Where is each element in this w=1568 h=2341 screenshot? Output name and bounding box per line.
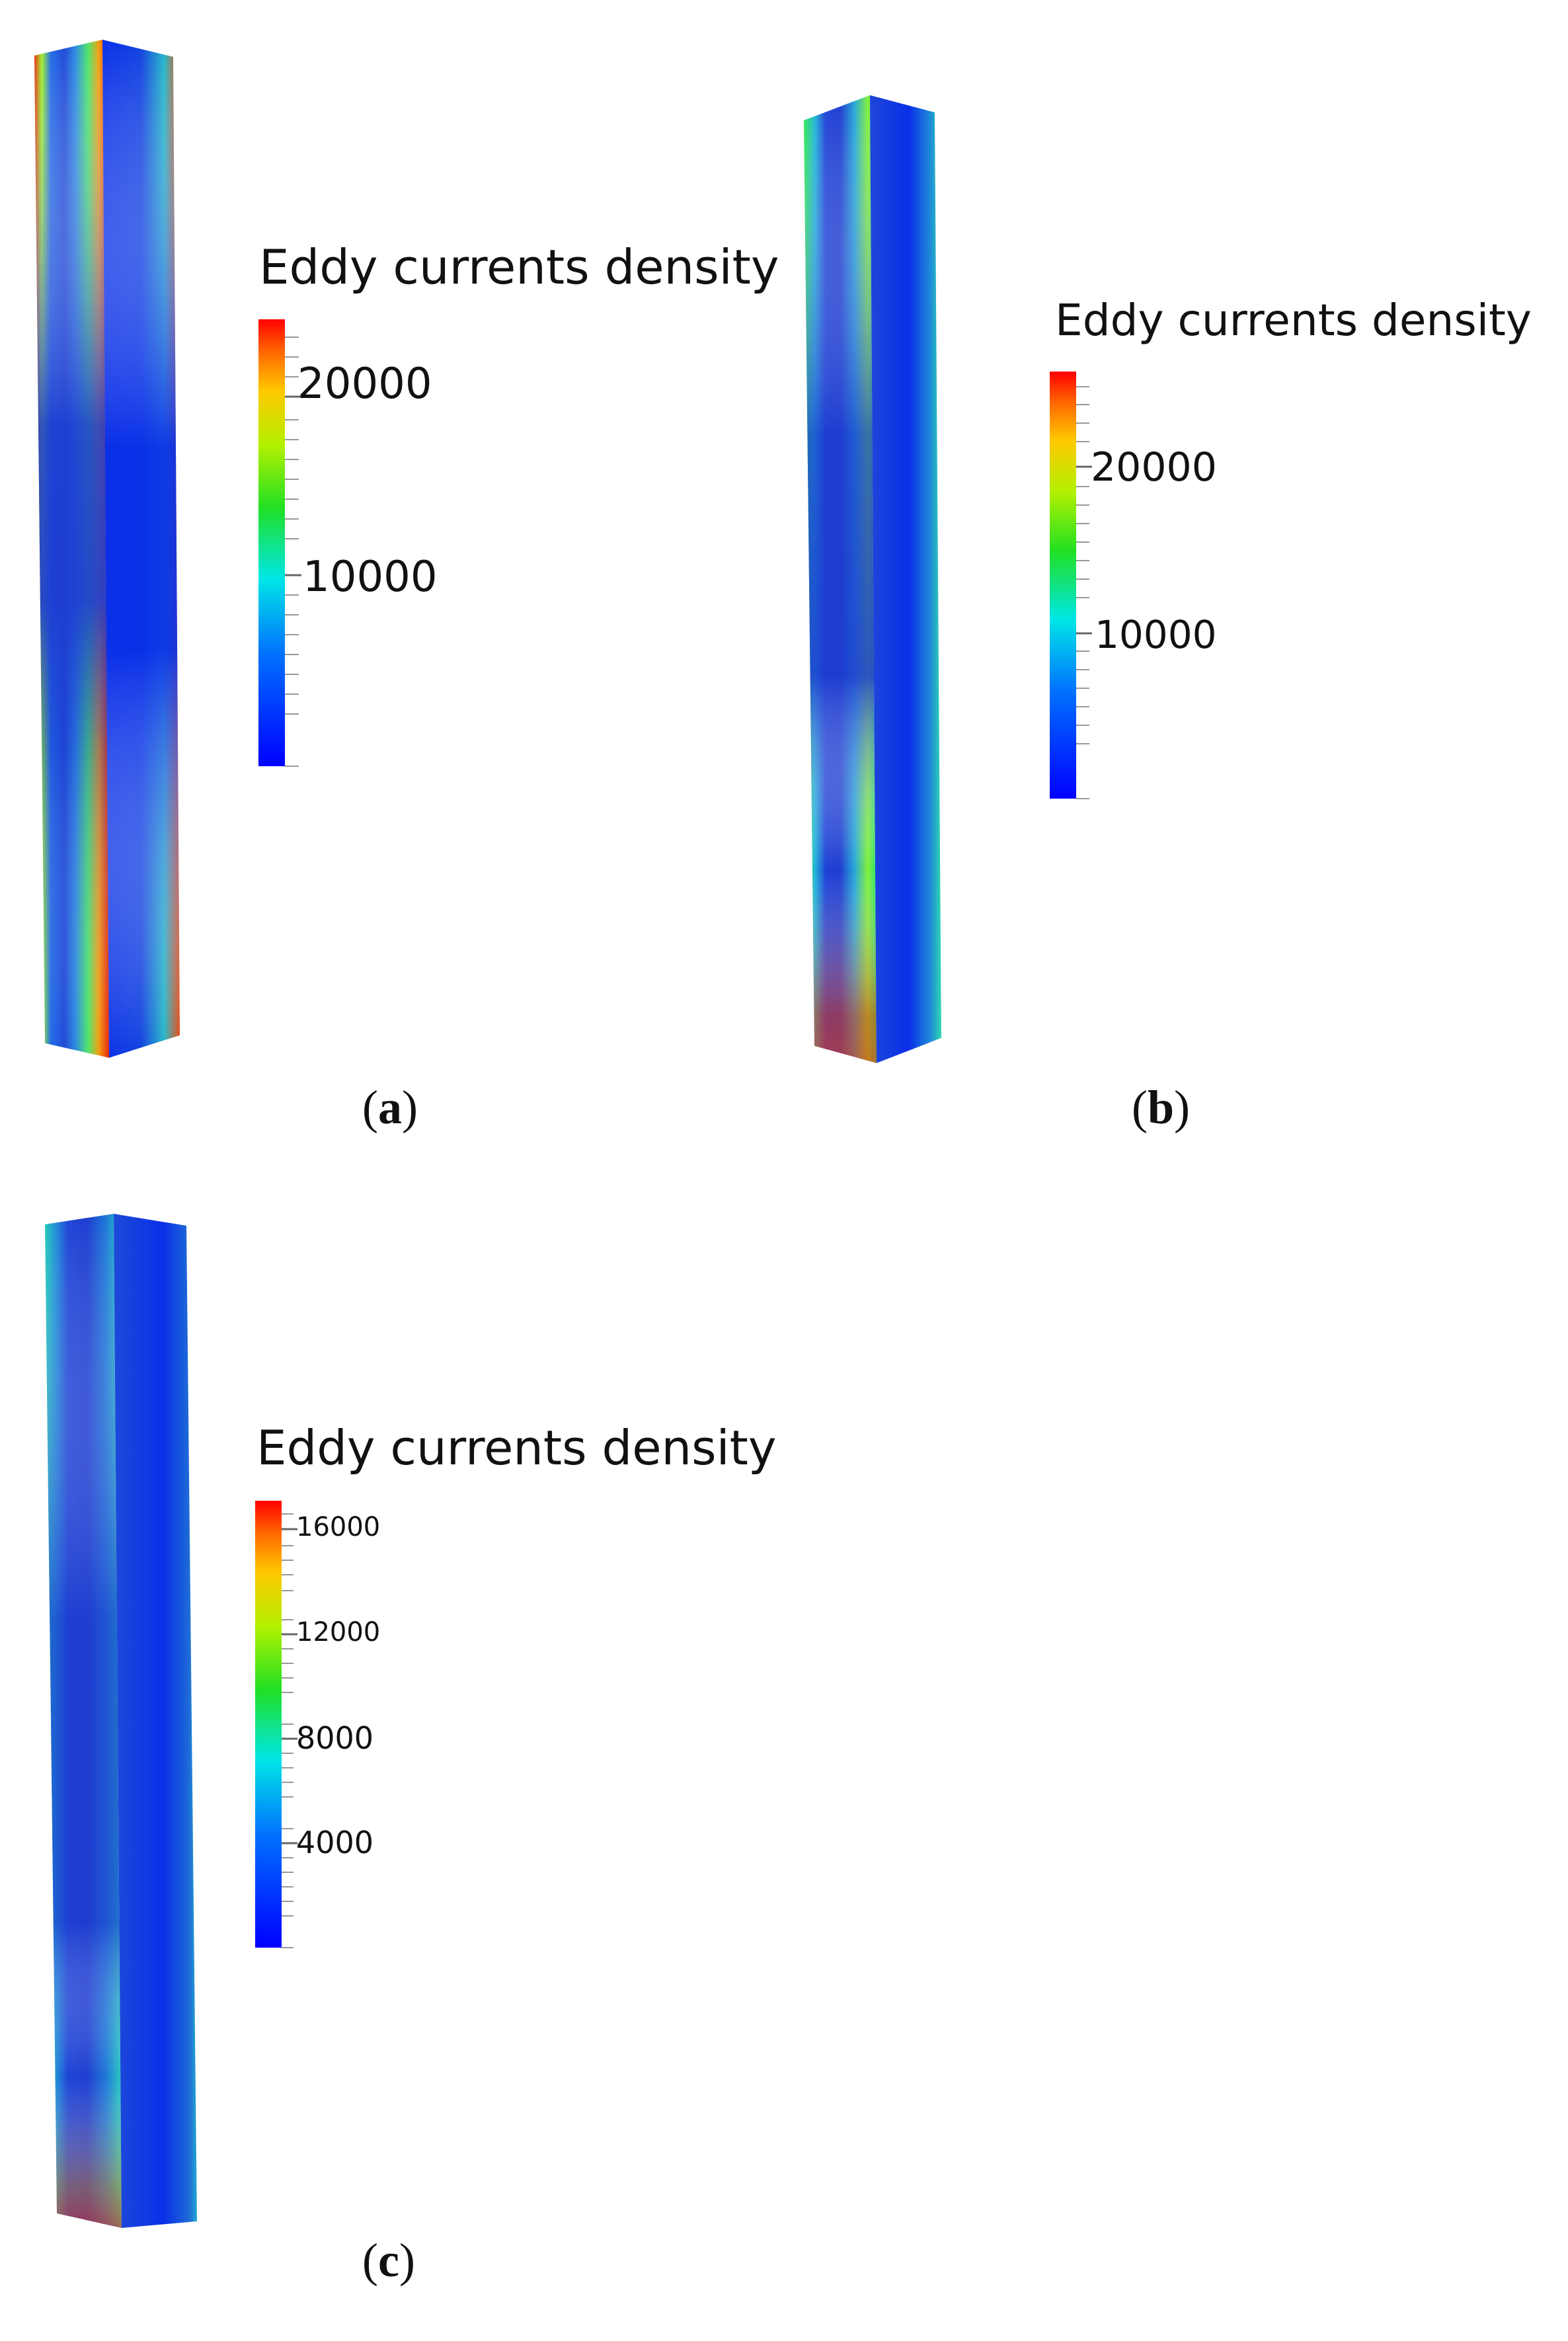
colorbar-c <box>255 1501 282 1948</box>
caption-b-letter: b <box>1147 1081 1175 1134</box>
colorbar-a-tick-label: 10000 <box>303 553 438 602</box>
panel-a: Eddy currents density 20000 10000 (a) <box>0 0 784 1170</box>
colorbar-a-major-ticks <box>285 395 301 576</box>
bar-front-shade <box>45 1214 122 2228</box>
caption-a-letter: a <box>377 1081 402 1134</box>
colorbar-c-tick-label: 12000 <box>296 1617 381 1647</box>
bar-render-c <box>45 1214 297 2228</box>
caption-c-letter: c <box>377 2234 399 2287</box>
legend-title-a: Eddy currents density <box>259 239 779 295</box>
colorbar-c-tick-label: 8000 <box>296 1720 374 1756</box>
bar-front-shade <box>804 95 877 1063</box>
colorbar-b-tick-label: 20000 <box>1091 444 1217 491</box>
panel-c: Eddy currents density 16000 12000 8000 4… <box>0 1170 784 2341</box>
colorbar-c-minor-ticks <box>282 1513 294 1948</box>
colorbar-c-tick-label: 16000 <box>296 1512 381 1542</box>
bar-side-shade <box>102 40 180 1058</box>
colorbar-c-tick-label: 4000 <box>296 1825 374 1860</box>
colorbar-b-major-ticks <box>1076 465 1092 635</box>
bar-render-b <box>804 95 1092 1063</box>
bar-render-a <box>34 40 301 1058</box>
colorbar-a-minor-ticks <box>285 337 299 767</box>
colorbar-a <box>258 319 285 766</box>
legend-title-c: Eddy currents density <box>256 1420 777 1476</box>
colorbar-a-tick-label: 20000 <box>297 360 432 409</box>
bar-front-shade <box>34 40 109 1058</box>
colorbar-c-major-ticks <box>282 1528 297 1845</box>
bar-side-face <box>870 95 941 1063</box>
colorbar-b <box>1050 372 1076 799</box>
caption-b: (b) <box>1132 1081 1191 1134</box>
colorbar-b-minor-ticks <box>1076 386 1089 799</box>
legend-title-b: Eddy currents density <box>1055 295 1532 346</box>
caption-c: (c) <box>362 2234 415 2287</box>
bar-side-face <box>114 1214 197 2228</box>
panel-b: Eddy currents density 20000 10000 (b) <box>784 0 1568 1170</box>
caption-a: (a) <box>362 1081 418 1134</box>
colorbar-b-tick-label: 10000 <box>1095 612 1217 657</box>
